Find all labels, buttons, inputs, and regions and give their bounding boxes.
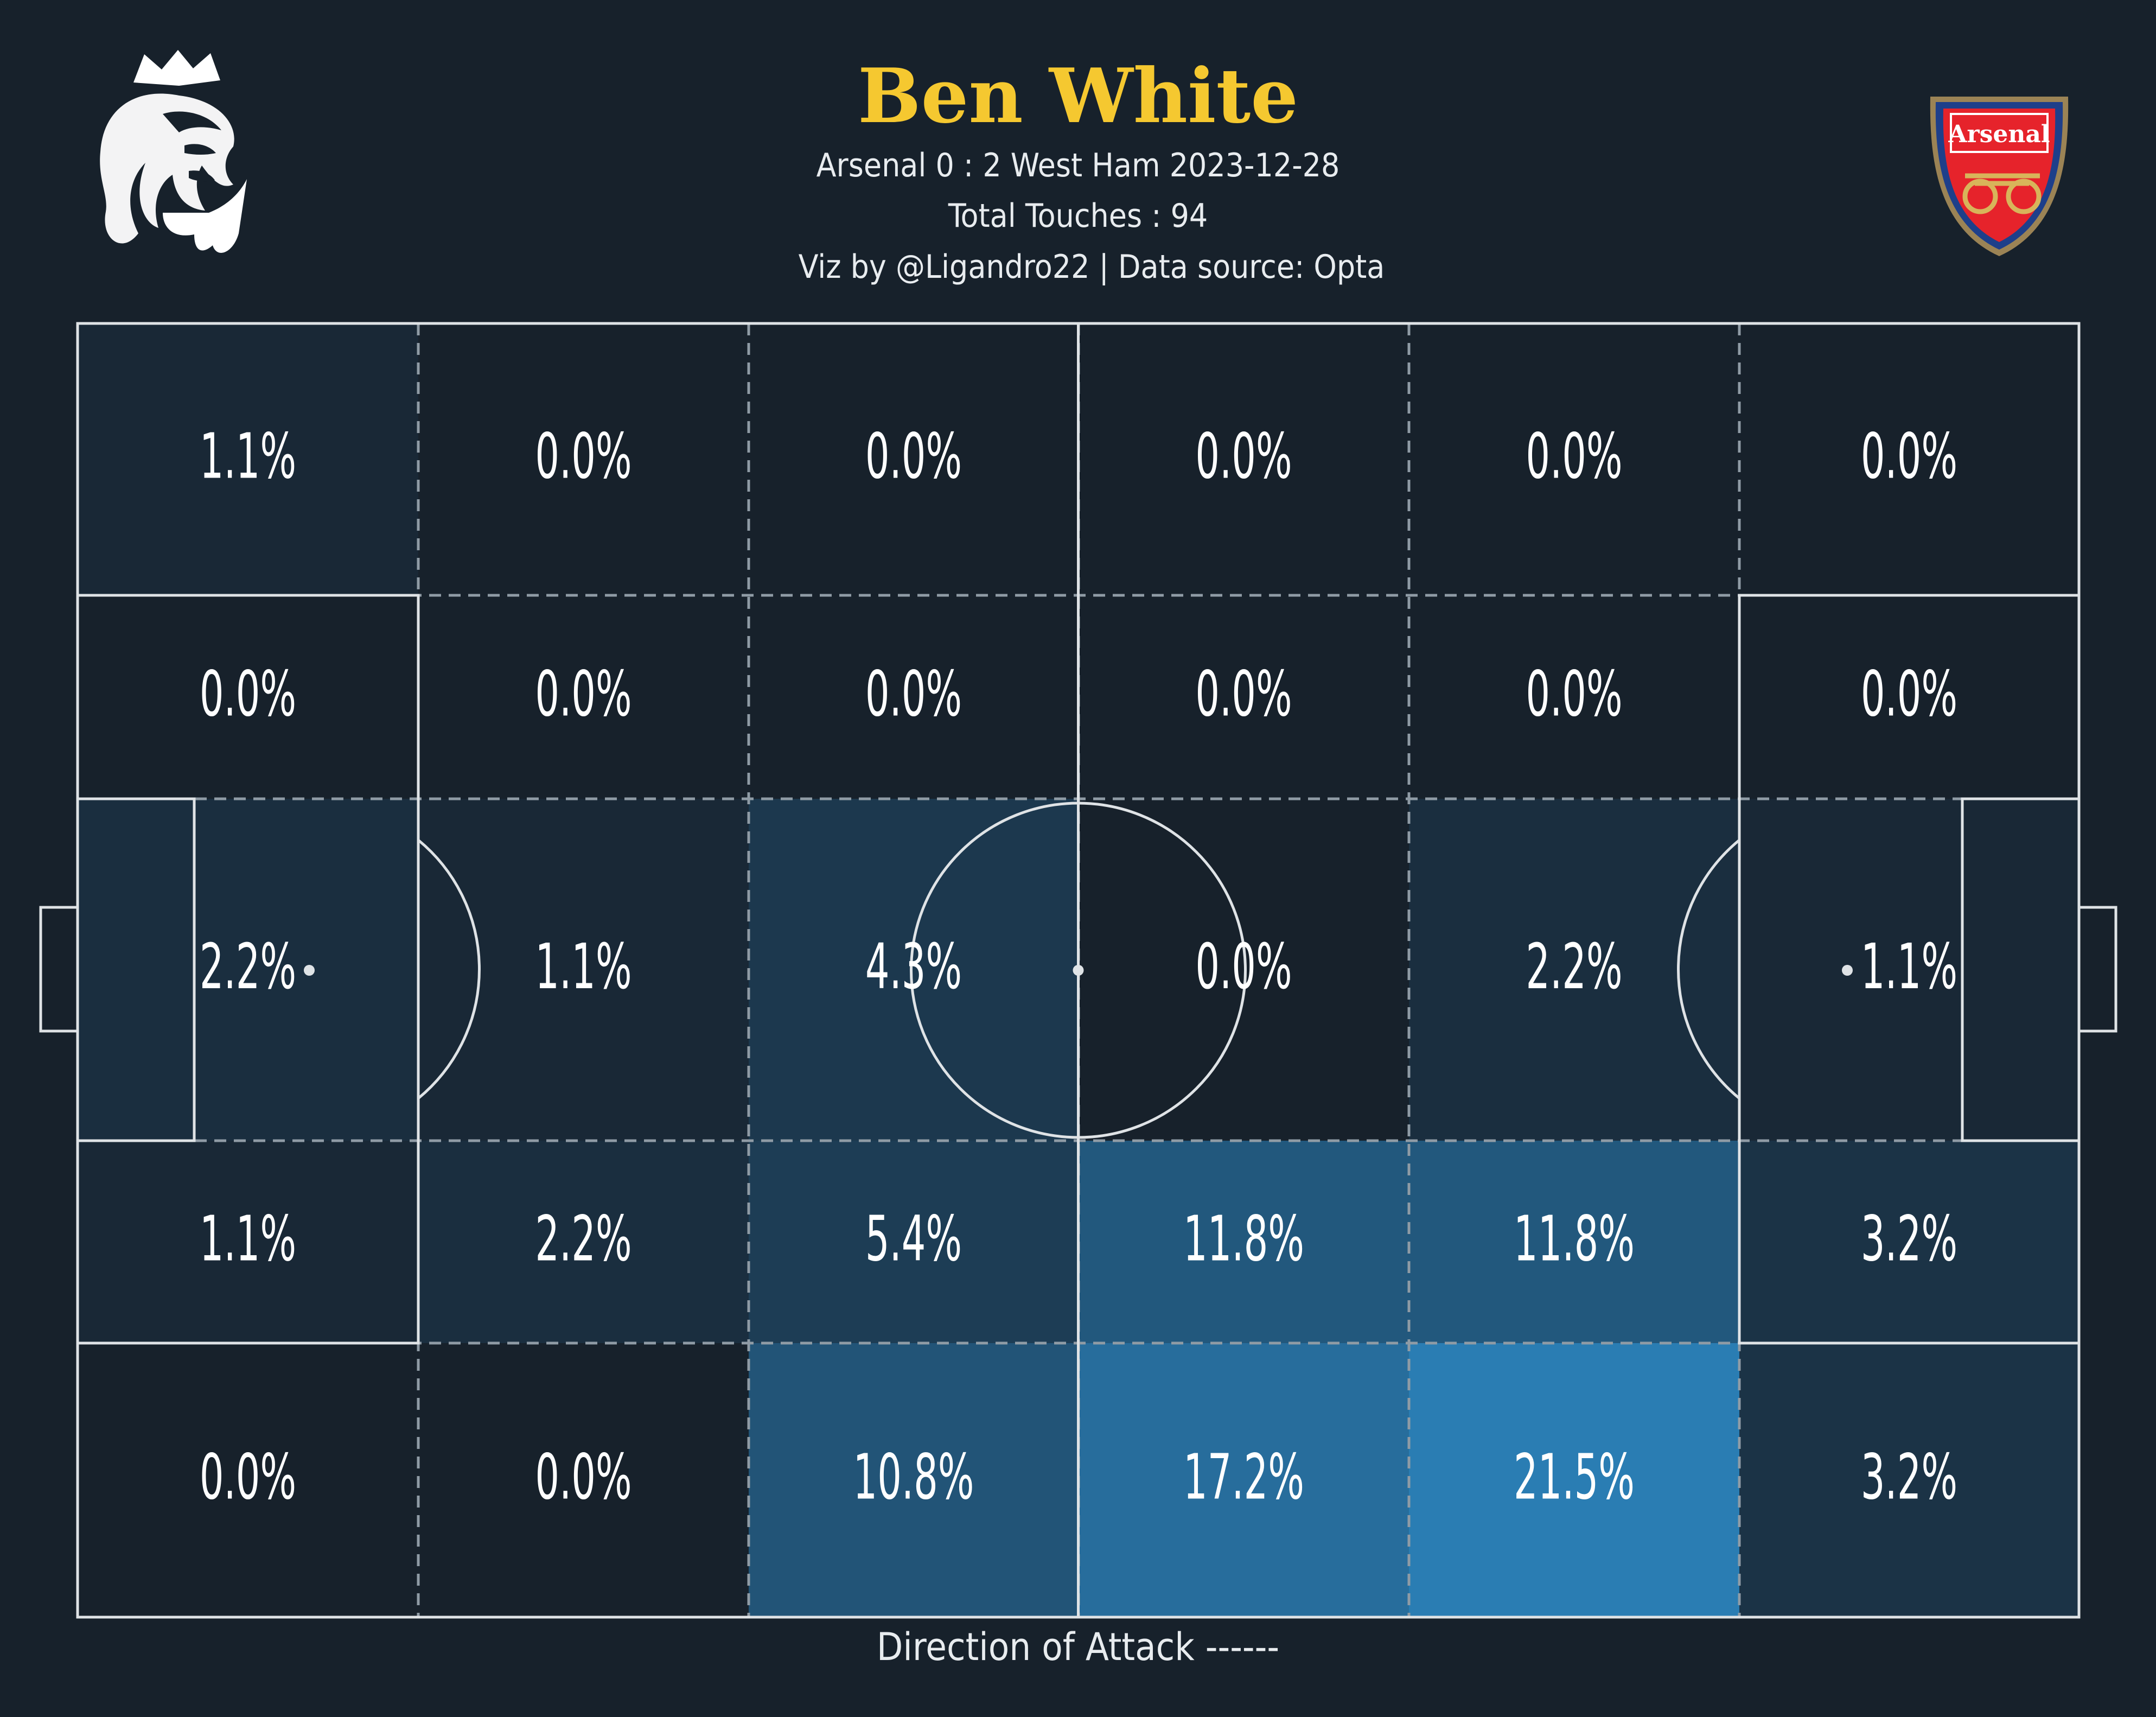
cell-label-r2-c1: 0.0% [200, 658, 296, 730]
cell-label-r5-c3: 10.8% [853, 1441, 974, 1513]
premier-league-lion-icon [100, 50, 247, 253]
heat-cell-r4-c6 [1739, 1141, 2079, 1343]
heat-cell-r3-c6 [1739, 799, 2079, 1141]
cell-label-r3-c5: 2.2% [1526, 931, 1622, 1003]
heat-cell-r2-c3 [749, 595, 1079, 799]
arsenal-crest-icon: Arsenal [1930, 97, 2069, 256]
left-goal [39, 906, 79, 1033]
cell-label-r4-c6: 3.2% [1861, 1203, 1957, 1275]
heat-cell-r3-c2 [418, 799, 749, 1141]
cell-label-r1-c3: 0.0% [865, 421, 962, 493]
heat-cell-r4-c4 [1079, 1141, 1409, 1343]
cell-label-r2-c3: 0.0% [865, 658, 962, 730]
heat-cell-r4-c5 [1409, 1141, 1739, 1343]
cell-labels: 1.1% 0.0% 0.0% 0.0% 0.0% 0.0% 0.0% 0.0% 0.0% 0.0%… [200, 421, 1957, 1513]
heat-cell-r1-c4 [1079, 323, 1409, 595]
heat-cell-r2-c1 [78, 595, 418, 799]
heat-cell-r2-c6 [1739, 595, 2079, 799]
heat-cells [78, 323, 2079, 1617]
cell-label-r1-c4: 0.0% [1195, 421, 1292, 493]
centre-circle [910, 802, 1247, 1139]
cell-label-r2-c6: 0.0% [1861, 658, 1957, 730]
heat-cell-r5-c6 [1739, 1343, 2079, 1617]
cell-label-r4-c3: 5.4% [865, 1203, 962, 1275]
cell-label-r5-c2: 0.0% [535, 1441, 632, 1513]
cell-label-r3-c2: 1.1% [535, 931, 632, 1003]
total-touches: Total Touches : 94 [948, 197, 1208, 235]
heat-cell-r3-c5 [1409, 799, 1739, 1141]
heat-cell-r5-c4 [1079, 1343, 1409, 1617]
cell-label-r5-c5: 21.5% [1514, 1441, 1635, 1513]
heat-cell-r3-c1 [78, 799, 418, 1141]
pitch-markings [39, 322, 2117, 1619]
heat-cell-r1-c5 [1409, 323, 1739, 595]
right-goal [2077, 906, 2117, 1033]
heat-cell-r4-c3 [749, 1141, 1079, 1343]
match-info: Arsenal 0 : 2 West Ham 2023-12-28 [816, 147, 1340, 185]
heat-cell-r4-c2 [418, 1141, 749, 1343]
cell-label-r2-c2: 0.0% [535, 658, 632, 730]
centre-spot [1073, 965, 1084, 976]
heat-cell-r1-c1 [78, 323, 418, 595]
cell-label-r4-c2: 2.2% [535, 1203, 632, 1275]
cell-label-r4-c4: 11.8% [1183, 1203, 1304, 1275]
heat-cell-r4-c1 [78, 1141, 418, 1343]
cell-label-r4-c5: 11.8% [1514, 1203, 1635, 1275]
cell-label-r2-c5: 0.0% [1526, 658, 1622, 730]
heat-cell-r1-c2 [418, 323, 749, 595]
heat-cell-r1-c3 [749, 323, 1079, 595]
credit-line: Viz by @Ligandro22 | Data source: Opta [798, 248, 1385, 286]
cell-label-r3-c1: 2.2% [200, 931, 296, 1003]
cell-label-r1-c5: 0.0% [1526, 421, 1622, 493]
player-name-title: Ben White [857, 52, 1299, 140]
heat-cell-r2-c2 [418, 595, 749, 799]
heat-cell-r3-c4 [1079, 799, 1409, 1141]
cell-label-r1-c1: 1.1% [200, 421, 296, 493]
right-penalty-spot [1842, 965, 1853, 976]
left-penalty-arc [417, 839, 481, 1099]
heat-cell-r1-c6 [1739, 323, 2079, 595]
cell-label-r5-c1: 0.0% [200, 1441, 296, 1513]
heat-cell-r5-c1 [78, 1343, 418, 1617]
crest-text: Arsenal [1948, 120, 2050, 148]
direction-of-attack: Direction of Attack ------ [876, 1625, 1280, 1669]
cell-label-r2-c4: 0.0% [1195, 658, 1292, 730]
heat-cell-r5-c3 [749, 1343, 1079, 1617]
heat-cell-r5-c5 [1409, 1343, 1739, 1617]
cell-label-r4-c1: 1.1% [200, 1203, 296, 1275]
heat-cell-r2-c4 [1079, 595, 1409, 799]
heat-cell-r5-c2 [418, 1343, 749, 1617]
right-penalty-arc [1677, 839, 1740, 1099]
cell-label-r5-c4: 17.2% [1183, 1441, 1304, 1513]
left-penalty-spot [304, 965, 315, 976]
cell-label-r5-c6: 3.2% [1861, 1441, 1957, 1513]
cell-label-r3-c6: 1.1% [1861, 931, 1957, 1003]
cell-label-r1-c6: 0.0% [1861, 421, 1957, 493]
heat-cell-r2-c5 [1409, 595, 1739, 799]
cell-label-r3-c3: 4.3% [865, 931, 962, 1003]
heat-cell-r3-c3 [749, 799, 1079, 1141]
cell-label-r1-c2: 0.0% [535, 421, 632, 493]
cell-label-r3-c4: 0.0% [1195, 931, 1292, 1003]
